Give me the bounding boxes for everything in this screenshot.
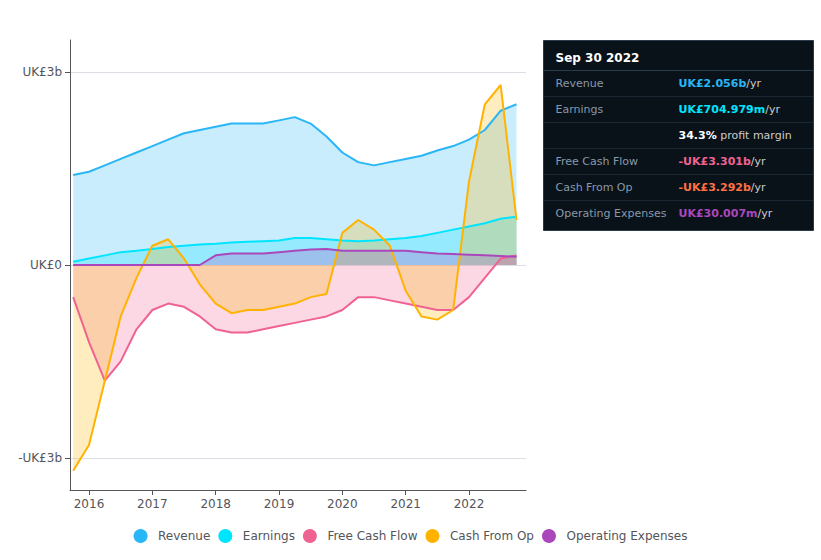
svg-text:/yr: /yr <box>751 155 766 168</box>
svg-text:Cash From Op: Cash From Op <box>450 529 534 543</box>
svg-text:2019: 2019 <box>264 497 295 511</box>
svg-text:Operating Expenses: Operating Expenses <box>566 529 687 543</box>
svg-text:Earnings: Earnings <box>243 529 295 543</box>
svg-text:UK£2.056b: UK£2.056b <box>679 77 747 90</box>
svg-text:2020: 2020 <box>327 497 358 511</box>
svg-text:2018: 2018 <box>200 497 231 511</box>
svg-text:Free Cash Flow: Free Cash Flow <box>327 529 417 543</box>
svg-text:/yr: /yr <box>758 207 773 220</box>
svg-text:UK£3b: UK£3b <box>22 65 62 79</box>
svg-text:/yr: /yr <box>765 103 780 116</box>
svg-text:UK£704.979m: UK£704.979m <box>679 103 766 116</box>
svg-text:Free Cash Flow: Free Cash Flow <box>556 155 639 168</box>
svg-text:profit margin: profit margin <box>717 129 792 142</box>
svg-text:Earnings: Earnings <box>556 103 604 116</box>
svg-text:2022: 2022 <box>454 497 485 511</box>
svg-text:-UK£3.292b: -UK£3.292b <box>679 181 751 194</box>
svg-text:2017: 2017 <box>137 497 168 511</box>
svg-text:2021: 2021 <box>390 497 421 511</box>
svg-text:Revenue: Revenue <box>158 529 210 543</box>
svg-text:UK£0: UK£0 <box>30 258 62 272</box>
svg-text:2016: 2016 <box>74 497 105 511</box>
svg-text:34.3%: 34.3% <box>679 129 717 142</box>
svg-text:Sep 30 2022: Sep 30 2022 <box>556 51 640 65</box>
svg-text:/yr: /yr <box>746 77 761 90</box>
svg-text:Operating Expenses: Operating Expenses <box>556 207 667 220</box>
svg-text:/yr: /yr <box>751 181 766 194</box>
svg-text:Revenue: Revenue <box>556 77 604 90</box>
svg-text:UK£30.007m: UK£30.007m <box>679 207 758 220</box>
svg-text:-UK£3.301b: -UK£3.301b <box>679 155 751 168</box>
svg-text:-UK£3b: -UK£3b <box>18 451 62 465</box>
svg-text:Cash From Op: Cash From Op <box>556 181 633 194</box>
